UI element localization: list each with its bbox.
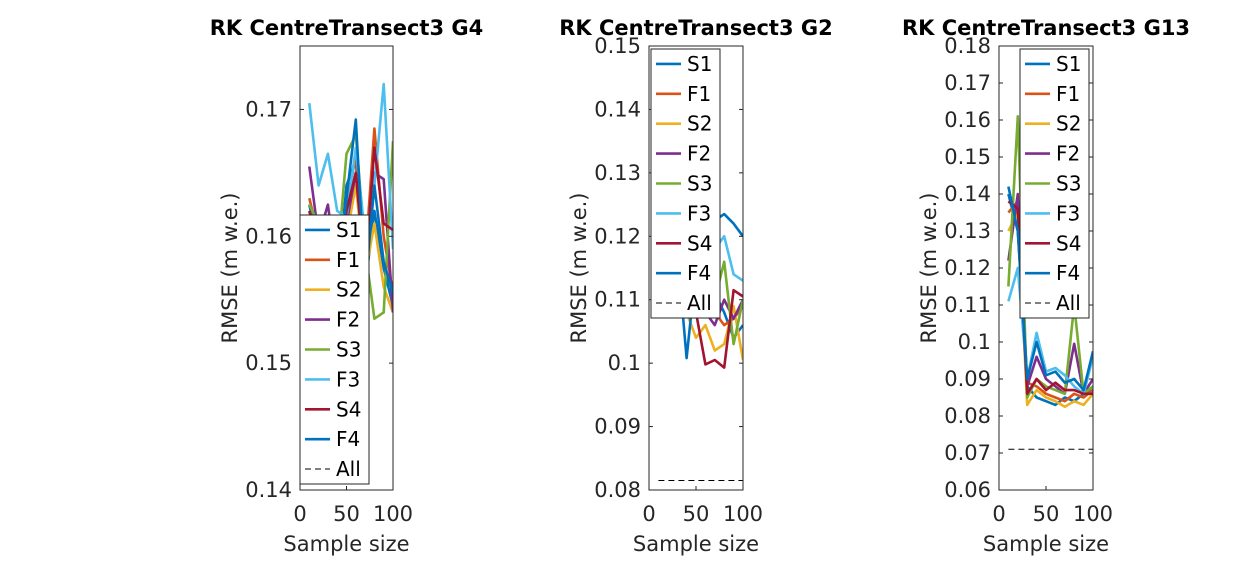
- legend-label-s4: S4: [336, 397, 361, 421]
- y-tick-label: 0.11: [944, 293, 991, 317]
- legend-label-all: All: [1056, 291, 1081, 315]
- y-tick-label: 0.11: [594, 288, 641, 312]
- x-tick-label: 50: [683, 502, 710, 526]
- legend-label-s4: S4: [1056, 231, 1081, 255]
- legend-label-all: All: [687, 291, 712, 315]
- y-tick-label: 0.13: [594, 161, 641, 185]
- y-tick-label: 0.14: [245, 478, 292, 502]
- chart-title: RK CentreTransect3 G2: [559, 16, 833, 40]
- y-tick-label: 0.18: [944, 34, 991, 58]
- subplot-g13: RK CentreTransect3 G13 0.06 0.07 0.08 0.09 0.…: [902, 16, 1190, 556]
- legend-label-f1: F1: [336, 248, 360, 272]
- legend-label-s2: S2: [687, 112, 712, 136]
- y-tick-label: 0.16: [245, 224, 292, 248]
- y-tick-label: 0.15: [944, 145, 991, 169]
- legend-label-f4: F4: [1056, 261, 1080, 285]
- y-tick-label: 0.12: [594, 224, 641, 248]
- y-tick-label: 0.1: [958, 330, 991, 354]
- x-tick-label: 100: [1073, 502, 1113, 526]
- legend-label-f1: F1: [687, 82, 711, 106]
- y-tick-label: 0.08: [594, 478, 641, 502]
- x-tick-label: 0: [642, 502, 655, 526]
- y-tick-label: 0.06: [944, 478, 991, 502]
- x-axis-label: Sample size: [983, 532, 1109, 556]
- chart-title: RK CentreTransect3 G4: [210, 16, 484, 40]
- y-tick-label: 0.14: [944, 182, 991, 206]
- legend: S1 F1 S2 F2 S3 F3 S4 F4 All: [299, 214, 370, 485]
- legend-label-s2: S2: [1056, 112, 1081, 136]
- x-tick-label: 50: [1033, 502, 1060, 526]
- x-tick-label: 100: [723, 502, 763, 526]
- legend-label-f2: F2: [687, 142, 711, 166]
- legend-label-f3: F3: [1056, 201, 1080, 225]
- legend-label-f3: F3: [687, 201, 711, 225]
- legend-label-s1: S1: [687, 52, 712, 76]
- x-axis-label: Sample size: [633, 532, 759, 556]
- y-tick-label: 0.1: [608, 351, 641, 375]
- legend-label-f2: F2: [336, 308, 360, 332]
- legend-label-s3: S3: [687, 172, 712, 196]
- y-tick-label: 0.07: [944, 441, 991, 465]
- y-tick-label: 0.14: [594, 97, 641, 121]
- legend-label-s3: S3: [336, 338, 361, 362]
- y-tick-label: 0.13: [944, 219, 991, 243]
- y-axis-label: RMSE (m w.e.): [218, 192, 242, 343]
- legend: S1 F1 S2 F2 S3 F3 S4 F4 All: [650, 48, 721, 319]
- y-tick-label: 0.09: [944, 367, 991, 391]
- y-axis-label: RMSE (m w.e.): [917, 192, 941, 343]
- legend-label-f1: F1: [1056, 82, 1080, 106]
- y-tick-label: 0.08: [944, 404, 991, 428]
- legend-label-all: All: [336, 457, 361, 481]
- x-tick-label: 100: [373, 502, 413, 526]
- y-tick-label: 0.15: [245, 351, 292, 375]
- y-tick-label: 0.15: [594, 34, 641, 58]
- x-tick-label: 0: [293, 502, 306, 526]
- subplot-g4: RK CentreTransect3 G4 0.14 0.15 0.16 0.17 0 50…: [210, 16, 484, 556]
- legend-label-f2: F2: [1056, 142, 1080, 166]
- x-axis-label: Sample size: [283, 532, 409, 556]
- chart-title: RK CentreTransect3 G13: [902, 16, 1190, 40]
- legend: S1 F1 S2 F2 S3 F3 S4 F4 All: [1019, 48, 1090, 319]
- series-line-f3: [308, 82, 393, 250]
- y-tick-label: 0.16: [944, 108, 991, 132]
- x-tick-label: 50: [333, 502, 360, 526]
- y-tick-label: 0.17: [245, 97, 292, 121]
- legend-label-s1: S1: [1056, 52, 1081, 76]
- x-tick-label: 0: [992, 502, 1005, 526]
- y-tick-label: 0.09: [594, 415, 641, 439]
- legend-label-s4: S4: [687, 231, 712, 255]
- y-axis-label: RMSE (m w.e.): [567, 192, 591, 343]
- y-tick-label: 0.12: [944, 256, 991, 280]
- y-tick-label: 0.17: [944, 71, 991, 95]
- legend-label-f4: F4: [687, 261, 711, 285]
- legend-label-s3: S3: [1056, 172, 1081, 196]
- legend-label-f3: F3: [336, 367, 360, 391]
- subplot-g2: RK CentreTransect3 G2 0.08 0.09 0.1 0.11 0.12…: [559, 16, 833, 556]
- legend-label-f4: F4: [336, 427, 360, 451]
- legend-label-s2: S2: [336, 278, 361, 302]
- legend-label-s1: S1: [336, 218, 361, 242]
